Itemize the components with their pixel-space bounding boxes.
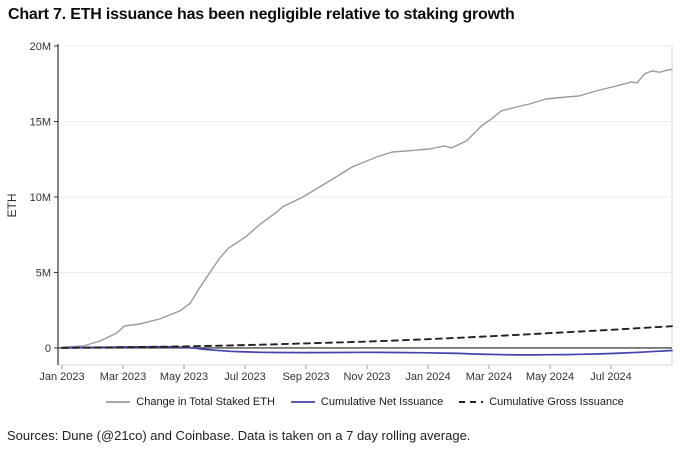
x-tick-label: Sep 2023 bbox=[282, 371, 329, 383]
y-axis-title: ETH bbox=[5, 194, 19, 218]
x-tick-label: Jan 2023 bbox=[39, 371, 84, 383]
legend-item-net-issuance: Cumulative Net Issuance bbox=[290, 396, 444, 408]
chart-title: Chart 7. ETH issuance has been negligibl… bbox=[8, 6, 515, 23]
legend-label: Cumulative Net Issuance bbox=[320, 396, 444, 408]
y-tick-label: 10M bbox=[30, 192, 51, 204]
x-tick-label: Jan 2024 bbox=[405, 371, 450, 383]
x-tick-label: Jul 2024 bbox=[590, 371, 632, 383]
legend: Change in Total Staked ETH Cumulative Ne… bbox=[58, 394, 672, 410]
line-chart: 0 5M 10M 15M 20M Jan 2023 Mar 2023 May 2023 Jul … bbox=[5, 41, 673, 383]
legend-label: Cumulative Gross Issuance bbox=[489, 396, 624, 408]
x-tick-label: May 2024 bbox=[526, 371, 574, 383]
source-note: Sources: Dune (@21co) and Coinbase. Data… bbox=[7, 428, 471, 443]
series-line-2 bbox=[61, 325, 673, 349]
x-tick-label: Nov 2023 bbox=[343, 371, 390, 383]
plot-border bbox=[57, 45, 673, 366]
y-tick-label: 15M bbox=[30, 116, 51, 128]
x-tick-label: May 2023 bbox=[160, 371, 208, 383]
legend-label: Change in Total Staked ETH bbox=[136, 396, 275, 408]
legend-item-gross-issuance: Cumulative Gross Issuance bbox=[459, 396, 624, 408]
x-tick-label: Mar 2023 bbox=[100, 371, 146, 383]
y-tick-label: 0 bbox=[45, 343, 51, 355]
y-tick-label: 5M bbox=[36, 267, 51, 279]
legend-line-sample-net-issuance bbox=[290, 401, 315, 403]
legend-line-sample-staked bbox=[106, 401, 131, 403]
x-tick-label: Mar 2024 bbox=[466, 371, 512, 383]
legend-item-staked: Change in Total Staked ETH bbox=[106, 396, 275, 408]
y-tick-label: 20M bbox=[30, 41, 51, 53]
series-line-0 bbox=[61, 68, 673, 348]
x-tick-label: Jul 2023 bbox=[224, 371, 266, 383]
legend-line-sample-gross-issuance bbox=[459, 401, 484, 403]
